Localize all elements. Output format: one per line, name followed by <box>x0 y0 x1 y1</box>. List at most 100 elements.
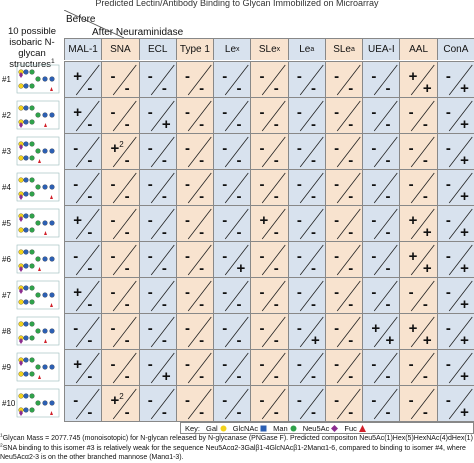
before-value: - <box>408 104 414 121</box>
key-name: Neu5Ac <box>302 423 330 433</box>
before-sign: - <box>260 69 265 84</box>
icon-unit <box>23 227 29 233</box>
icon-unit <box>29 177 35 183</box>
diagonal <box>75 280 100 312</box>
after-sign: - <box>310 80 316 97</box>
after-sign: - <box>273 188 279 205</box>
cell-diagonal <box>224 244 249 276</box>
diagonal <box>113 280 137 312</box>
diagonal <box>336 208 361 240</box>
after-sign: - <box>273 116 279 133</box>
glycan-icon <box>16 172 60 202</box>
cell: -- <box>362 241 400 277</box>
cell-diagonal <box>336 316 361 348</box>
cell: -- <box>324 205 363 241</box>
icon-unit <box>29 213 35 219</box>
icon-unit <box>23 299 29 305</box>
cell-diagonal <box>224 280 249 312</box>
icon-unit <box>23 357 29 363</box>
diagonal <box>113 244 137 276</box>
before-sign: - <box>222 393 227 408</box>
cell: -- <box>213 349 251 385</box>
after-sign: - <box>161 80 167 97</box>
after-sign: - <box>273 368 279 385</box>
before-sign: - <box>446 285 451 300</box>
cell: -- <box>287 97 325 133</box>
before-value: - <box>296 284 302 301</box>
cell-diagonal <box>374 136 398 168</box>
cell-diagonal <box>75 388 100 420</box>
icon-unit <box>23 119 29 125</box>
before-sign: - <box>409 393 414 408</box>
before-value: - <box>334 392 340 409</box>
before-sign: - <box>185 105 190 120</box>
cell: - + <box>436 313 474 349</box>
icon-unit <box>42 256 48 262</box>
before-sign: - <box>148 393 153 408</box>
after-sign: - <box>348 188 354 205</box>
cell-diagonal <box>224 388 249 420</box>
diagonal <box>299 388 324 420</box>
icon-unit <box>23 285 29 291</box>
cell-diagonal <box>411 244 436 276</box>
before-sign: - <box>446 177 451 192</box>
icon-unit <box>18 393 24 399</box>
structures-label: 10 possible isobaric N-glycan structures… <box>0 26 64 70</box>
diagonal <box>448 100 473 132</box>
cell-diagonal <box>113 316 137 348</box>
icon-frame <box>16 388 60 418</box>
before-sign: - <box>185 141 190 156</box>
icon-unit <box>42 184 48 190</box>
icon-unit <box>18 227 24 233</box>
cell-diagonal <box>262 244 286 276</box>
before-value: - <box>408 356 414 373</box>
before-value: - <box>259 176 265 193</box>
after-sign: - <box>310 260 316 277</box>
before-sign: - <box>297 177 302 192</box>
before-sign: + <box>409 69 418 84</box>
icon-frame <box>16 352 60 382</box>
before-value: - <box>185 140 190 157</box>
cell: -- <box>213 385 251 421</box>
cell: -- <box>101 169 139 205</box>
cell-diagonal <box>299 64 324 96</box>
diagonal <box>113 208 137 240</box>
after-sign: - <box>422 368 428 385</box>
diagonal <box>374 244 398 276</box>
icon-unit <box>49 400 55 406</box>
cell-diagonal <box>75 352 100 384</box>
before-sign: - <box>110 249 115 264</box>
before-sign: - <box>334 357 339 372</box>
before-sign: - <box>185 177 190 192</box>
icon-unit <box>49 112 55 118</box>
key-item: GlcNAc <box>233 424 267 433</box>
before-value: - <box>185 176 190 193</box>
cell: - + <box>436 205 474 241</box>
before-value: - <box>334 68 340 85</box>
after-sign: + <box>422 224 432 241</box>
icon-unit <box>23 191 29 197</box>
diagonal <box>75 64 100 96</box>
cell-diagonal <box>336 388 361 420</box>
diagonal <box>262 208 286 240</box>
before-value: - <box>147 356 153 373</box>
before-value: - <box>222 176 228 193</box>
after-sign: + <box>161 368 171 385</box>
cell-diagonal <box>150 172 175 204</box>
column-name: SLe <box>333 44 351 55</box>
column-header: SLe x <box>250 38 288 60</box>
before-sign: + <box>409 249 418 264</box>
icon-unit <box>29 191 35 197</box>
diagonal <box>187 352 212 384</box>
diagonal <box>374 280 398 312</box>
icon-unit <box>18 321 24 327</box>
after-sign: + <box>310 332 320 349</box>
icon-unit <box>18 299 24 305</box>
before-sign: - <box>185 285 190 300</box>
table-bottom <box>64 421 474 422</box>
before-sign: - <box>222 321 227 336</box>
after-sign: - <box>385 296 391 313</box>
cell-diagonal <box>150 388 175 420</box>
cell: -- <box>324 97 363 133</box>
after-sign: - <box>236 296 242 313</box>
